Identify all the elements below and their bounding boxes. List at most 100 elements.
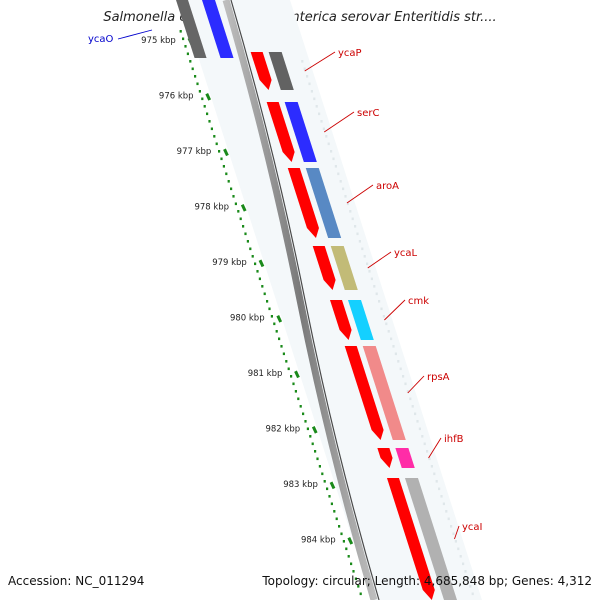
gene-label-serC[interactable]: serC <box>357 108 379 119</box>
cds-arrow-rpsA <box>344 346 384 440</box>
cds-arrow-aroA <box>287 168 319 238</box>
ruler-dot-right <box>406 390 409 393</box>
ruler-dot <box>357 585 360 588</box>
ruler-dot-right <box>310 90 313 93</box>
ruler-dot-right <box>346 202 349 206</box>
ruler-dot <box>302 412 305 416</box>
gene-block-ycaL <box>330 246 358 290</box>
gene-block-ihfB <box>395 448 415 468</box>
ruler-major-tick <box>347 537 354 545</box>
label-leader-ycaL <box>367 251 392 269</box>
ruler-dot-right <box>325 135 328 138</box>
ruler-dot <box>350 562 353 566</box>
ruler-dot-right <box>445 510 448 513</box>
ruler-dot-right <box>428 457 431 461</box>
gene-label-aroA[interactable]: aroA <box>376 181 399 192</box>
ruler-dot <box>282 352 285 356</box>
gene-block-serC <box>284 102 317 162</box>
ruler-dot <box>218 150 221 153</box>
ruler-dot <box>191 67 194 71</box>
ruler-dot <box>275 330 278 333</box>
ruler-dot-right <box>351 217 354 221</box>
ruler-dot-right <box>385 322 388 326</box>
cds-arrow-ycaL <box>312 246 336 290</box>
gene-label-ycaI[interactable]: ycaI <box>462 522 483 533</box>
ruler-dot-right <box>315 105 318 108</box>
gene-features <box>176 0 457 600</box>
gene-block-aroA <box>305 168 342 238</box>
gene-block-rpsA <box>362 346 406 440</box>
ruler-dot <box>294 390 297 393</box>
ruler-dot <box>194 75 197 78</box>
ruler-dot-right <box>404 382 407 386</box>
ruler-dot-right <box>387 330 390 333</box>
ruler-dot-right <box>370 277 373 281</box>
ruler-major-tick <box>240 204 247 212</box>
backbone <box>222 0 380 600</box>
tick-label: 982 kbp <box>265 425 300 435</box>
ruler-major-tick <box>205 93 212 101</box>
gene-block-ycaP <box>268 52 294 90</box>
ruler-dot <box>352 570 355 573</box>
cds-arrow-ycaI <box>386 478 435 600</box>
tick-label: 977 kbp <box>177 147 212 157</box>
gene-label-rpsA[interactable]: rpsA <box>427 372 450 383</box>
ruler-dot-right <box>438 487 441 491</box>
ruler-dot-right <box>361 247 364 251</box>
ruler-major-tick <box>311 426 318 434</box>
ruler-dot-right <box>320 120 323 123</box>
ruler-dot <box>230 187 233 191</box>
ruler-dot <box>354 577 357 581</box>
ruler-dot-right <box>397 360 400 363</box>
ruler-dot-right <box>414 412 417 416</box>
ruler-dot <box>179 30 182 33</box>
tick-label: 981 kbp <box>248 369 283 379</box>
ruler-dot-right <box>363 255 366 258</box>
ruler-dot-right <box>440 495 443 498</box>
ruler-dot-right <box>430 465 433 468</box>
ruler-major-tick <box>223 148 229 157</box>
gene-label-ycaP[interactable]: ycaP <box>338 48 362 59</box>
ruler-dot-right <box>411 405 414 408</box>
tick-label: 975 kbp <box>141 36 176 46</box>
ruler-dot-right <box>339 180 342 183</box>
tick-label: 980 kbp <box>230 314 265 324</box>
ruler-dot-right <box>322 127 325 131</box>
ruler-dot <box>314 450 317 453</box>
ruler-dot-right <box>450 525 453 528</box>
ruler-dot <box>208 120 211 123</box>
ruler-dot-right <box>358 240 361 243</box>
gene-label-cmk[interactable]: cmk <box>408 296 429 307</box>
ruler-dot <box>256 270 259 273</box>
gene-label-ihfB[interactable]: ihfB <box>444 434 464 445</box>
gene-block-cmk <box>348 300 374 340</box>
ruler-dot <box>306 427 309 431</box>
ruler-dot-right <box>378 300 381 303</box>
ruler-dot-right <box>344 195 347 198</box>
ruler-dot <box>242 225 245 228</box>
ruler-dot-right <box>313 97 316 101</box>
gene-label-ycaL[interactable]: ycaL <box>394 248 418 259</box>
ruler-dot-right <box>390 337 393 341</box>
ruler-dot-right <box>421 435 424 438</box>
ruler-dot-right <box>423 442 426 446</box>
ruler-dot-right <box>402 375 405 378</box>
ruler-dot <box>278 337 281 341</box>
gene-block-ycaO <box>202 0 234 58</box>
ruler-dot-right <box>392 345 395 348</box>
tick-label: 976 kbp <box>159 92 194 102</box>
ruler-dot <box>316 457 319 461</box>
ruler-dot <box>246 240 249 243</box>
ruler-dot-right <box>373 285 376 288</box>
label-leader-rpsA <box>407 375 425 394</box>
ruler-dot <box>285 360 288 363</box>
gene-label-ycaO[interactable]: ycaO <box>88 34 114 45</box>
ruler-dot <box>232 195 235 198</box>
ruler-dot <box>338 525 341 528</box>
ruler-dot <box>270 315 273 318</box>
ruler-dot-right <box>469 585 472 588</box>
label-leader-serC <box>323 111 355 133</box>
ruler-dot <box>292 382 295 386</box>
cds-arrow-cmk <box>330 300 352 340</box>
